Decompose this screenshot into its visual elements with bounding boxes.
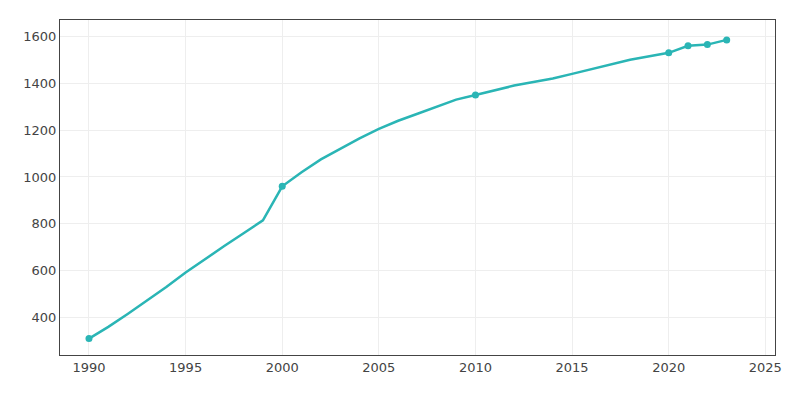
svg-text:2005: 2005 (362, 360, 395, 375)
svg-text:2015: 2015 (556, 360, 589, 375)
svg-text:1995: 1995 (169, 360, 202, 375)
svg-text:1990: 1990 (72, 360, 105, 375)
svg-text:2020: 2020 (652, 360, 685, 375)
svg-text:2000: 2000 (266, 360, 299, 375)
svg-text:1400: 1400 (23, 76, 56, 91)
svg-text:600: 600 (32, 263, 57, 278)
svg-text:1600: 1600 (23, 29, 56, 44)
svg-text:1000: 1000 (23, 170, 56, 185)
svg-text:1200: 1200 (23, 123, 56, 138)
svg-text:800: 800 (32, 216, 57, 231)
svg-text:400: 400 (32, 310, 57, 325)
svg-text:2010: 2010 (459, 360, 492, 375)
svg-text:2025: 2025 (749, 360, 782, 375)
